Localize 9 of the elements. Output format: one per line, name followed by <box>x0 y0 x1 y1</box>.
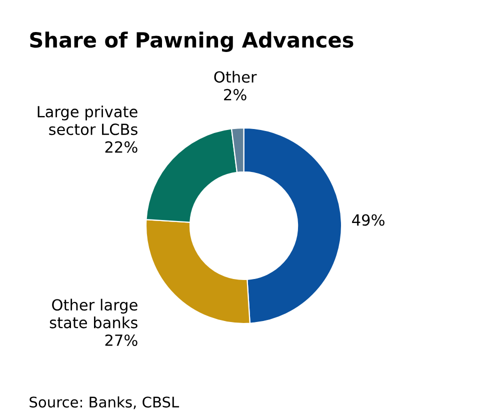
chart-title: Share of Pawning Advances <box>30 32 354 52</box>
source-note: Source: Banks, CBSL <box>30 396 180 410</box>
data-label: 2% <box>224 88 246 100</box>
data-label: 27% <box>105 334 138 346</box>
data-label: 49% <box>352 214 384 226</box>
data-label: 22% <box>105 141 138 153</box>
slice-label: Other large state banks <box>50 298 138 328</box>
slice-label: Other <box>214 70 257 83</box>
slice-label: Large private sector LCBs <box>38 106 138 136</box>
